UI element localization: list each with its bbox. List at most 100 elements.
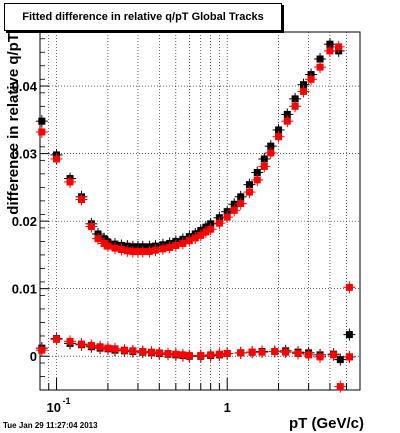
y-tick-label: 0.03 <box>12 147 37 162</box>
data-point <box>185 237 193 245</box>
data-point <box>215 219 223 227</box>
data-point <box>191 234 199 242</box>
data-point <box>164 350 172 358</box>
data-point <box>282 348 290 356</box>
data-point <box>267 149 275 157</box>
data-point <box>294 350 302 358</box>
data-point <box>77 196 85 204</box>
data-point <box>104 242 112 250</box>
chart-title-box: Fitted difference in relative q/pT Globa… <box>4 3 282 31</box>
data-point <box>147 348 155 356</box>
data-point <box>96 343 104 351</box>
data-point <box>151 246 159 254</box>
data-point <box>316 63 324 71</box>
data-point <box>237 200 245 208</box>
data-point <box>307 75 315 83</box>
data-point <box>316 55 324 63</box>
data-point <box>300 87 308 95</box>
data-point <box>66 337 74 345</box>
data-point <box>155 349 163 357</box>
x-tick-label: 10 <box>47 400 61 415</box>
data-point <box>336 383 344 391</box>
data-point <box>336 356 344 364</box>
data-point <box>139 248 147 256</box>
data-point <box>139 347 147 355</box>
timestamp-footer: Tue Jan 29 11:27:04 2013 <box>3 421 98 430</box>
data-point <box>253 176 261 184</box>
y-axis-label: difference in relative q/pT <box>5 33 22 215</box>
data-point <box>38 346 46 354</box>
data-point <box>185 352 193 360</box>
data-point <box>53 155 61 163</box>
data-point <box>202 228 210 236</box>
data-point <box>248 348 256 356</box>
data-point <box>291 95 299 103</box>
data-point <box>179 351 187 359</box>
data-point <box>260 162 268 170</box>
data-point <box>100 239 108 247</box>
data-point <box>207 225 215 233</box>
data-point <box>53 335 61 343</box>
data-point <box>166 243 174 251</box>
plot-frame <box>39 31 361 391</box>
data-point <box>230 200 238 208</box>
data-point <box>230 206 238 214</box>
data-point <box>316 353 324 361</box>
data-point <box>245 181 253 189</box>
data-point <box>283 110 291 118</box>
y-tick-label: 0 <box>30 349 37 364</box>
data-point <box>197 352 205 360</box>
data-point <box>172 241 180 249</box>
data-point <box>77 340 85 348</box>
data-point <box>111 345 119 353</box>
data-point <box>330 351 338 359</box>
data-point <box>271 347 279 355</box>
data-point <box>245 188 253 196</box>
data-point <box>258 348 266 356</box>
data-point <box>145 248 153 256</box>
data-point <box>275 126 283 134</box>
data-point <box>120 346 128 354</box>
data-point <box>123 247 131 255</box>
data-point <box>207 351 215 359</box>
data-point <box>111 244 119 252</box>
data-point <box>237 193 245 201</box>
x-tick-label-exponent: -1 <box>63 396 71 406</box>
data-point <box>94 235 102 243</box>
data-point <box>345 283 353 291</box>
data-point <box>159 245 167 253</box>
data-point <box>345 353 353 361</box>
data-point <box>38 128 46 136</box>
data-point <box>129 347 137 355</box>
data-point <box>87 223 95 231</box>
data-point <box>237 349 245 357</box>
data-point <box>38 117 46 125</box>
data-point <box>197 231 205 239</box>
data-point <box>66 178 74 186</box>
data-point <box>223 350 231 358</box>
chart-title: Fitted difference in relative q/pT Globa… <box>22 11 264 23</box>
data-point <box>305 351 313 359</box>
x-axis-label: pT (GeV/c) <box>289 415 364 432</box>
data-point <box>326 40 334 48</box>
data-point <box>117 246 125 254</box>
data-point <box>87 341 95 349</box>
data-point <box>283 117 291 125</box>
data-point <box>179 239 187 247</box>
data-point <box>275 133 283 141</box>
y-tick-label: 0.04 <box>12 79 38 94</box>
y-tick-label: 0.02 <box>12 214 37 229</box>
data-point <box>172 350 180 358</box>
x-tick-label: 1 <box>224 400 231 415</box>
data-point <box>253 168 261 176</box>
data-point <box>267 142 275 150</box>
y-tick-label: 0.01 <box>12 282 37 297</box>
data-point <box>291 102 299 110</box>
data-point <box>104 344 112 352</box>
data-point <box>345 331 353 339</box>
data-point <box>335 43 343 51</box>
data-point <box>260 155 268 163</box>
data-point <box>223 213 231 221</box>
data-point <box>326 47 334 55</box>
data-point <box>215 350 223 358</box>
